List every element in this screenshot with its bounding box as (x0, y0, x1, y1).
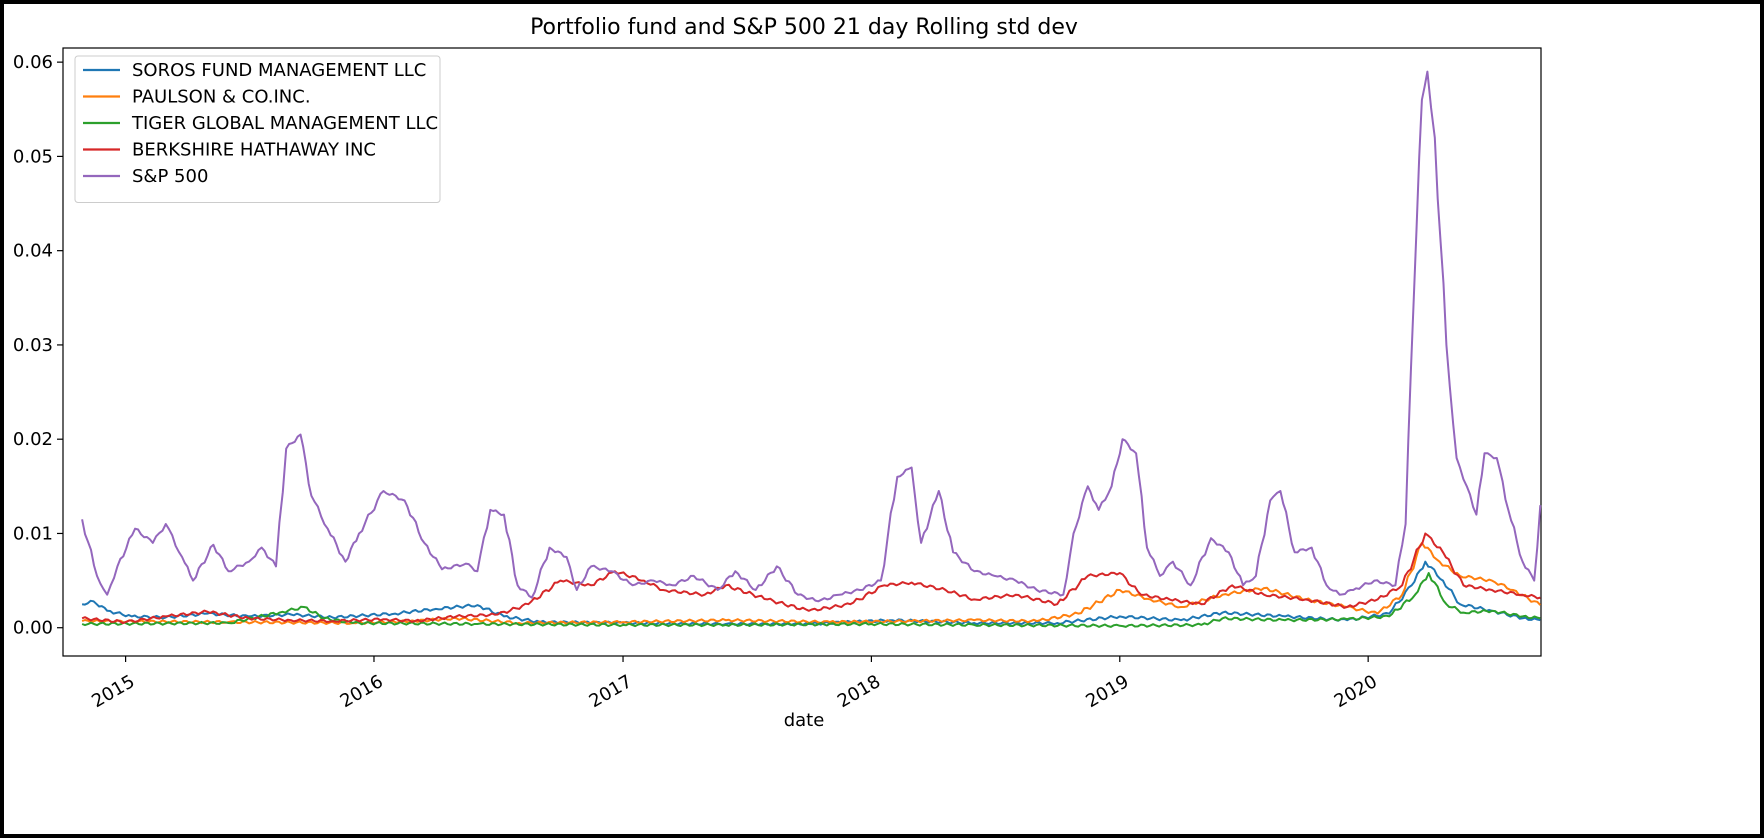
y-tick-label: 0.04 (13, 241, 53, 262)
legend-box (74, 55, 441, 203)
y-tick-label: 0.02 (13, 429, 53, 450)
legend-label: S&P 500 (132, 166, 208, 187)
legend: SOROS FUND MANAGEMENT LLC PAULSON & CO.IN… (74, 55, 441, 203)
series-line-2 (81, 572, 1541, 628)
x-tick-label: 2018 (834, 671, 884, 712)
x-tick-label: 2020 (1331, 671, 1381, 712)
x-tick-label: 2017 (586, 671, 636, 712)
y-axis: 0.00 0.01 0.02 0.03 0.04 0.05 0.06 (13, 52, 63, 639)
y-tick-label: 0.05 (13, 146, 53, 167)
legend-label: PAULSON & CO.INC. (132, 87, 311, 108)
x-tick-label: 2015 (88, 671, 138, 712)
figure: Portfolio fund and S&P 500 21 day Rollin… (4, 4, 1760, 834)
x-tick-label: 2019 (1082, 671, 1132, 712)
legend-label: SOROS FUND MANAGEMENT LLC (132, 60, 426, 81)
chart-title: Portfolio fund and S&P 500 21 day Rollin… (530, 15, 1078, 40)
y-tick-label: 0.00 (13, 618, 53, 639)
series-line-3 (81, 532, 1541, 625)
series-line-4 (81, 70, 1542, 603)
y-tick-label: 0.03 (13, 335, 53, 356)
x-tick-label: 2016 (337, 671, 387, 712)
series-line-1 (81, 541, 1542, 626)
legend-label: BERKSHIRE HATHAWAY INC (132, 140, 376, 161)
line-chart: Portfolio fund and S&P 500 21 day Rollin… (13, 15, 1542, 731)
y-tick-label: 0.06 (13, 52, 53, 73)
legend-label: TIGER GLOBAL MANAGEMENT LLC (131, 113, 438, 134)
y-tick-label: 0.01 (13, 523, 53, 544)
x-axis-label: date (784, 710, 825, 731)
x-axis: 2015 2016 2017 2018 2019 2020 (88, 656, 1381, 712)
series-layer (81, 70, 1542, 628)
